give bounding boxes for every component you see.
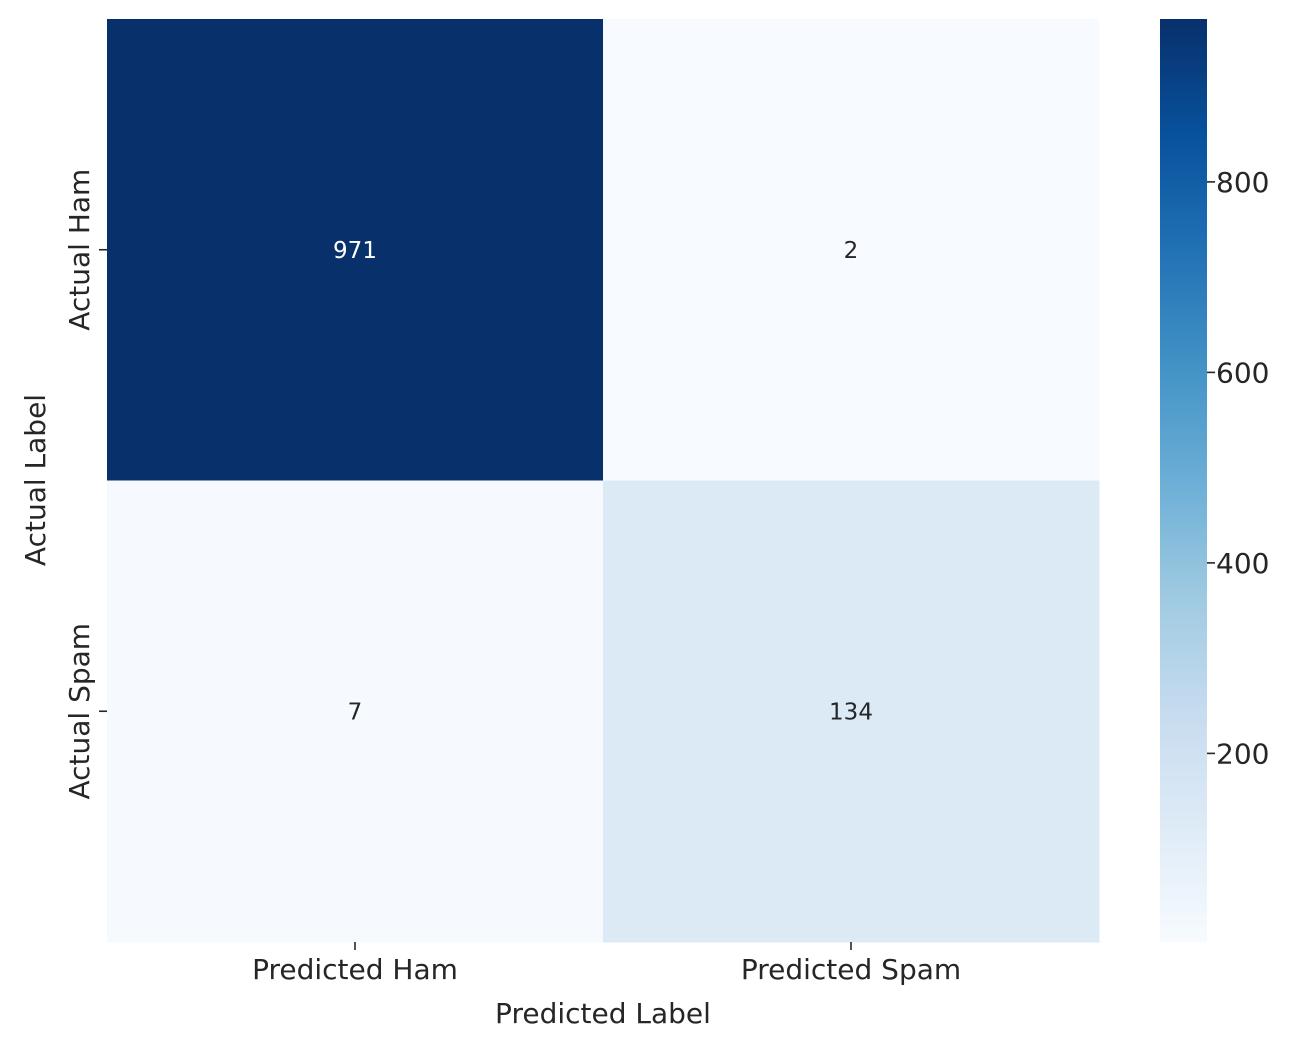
x-axis-title: Predicted Label — [495, 997, 711, 1030]
x-tick-label: Predicted Ham — [252, 953, 458, 986]
heatmap-cell — [603, 480, 1100, 943]
x-tick-label: Predicted Spam — [741, 953, 961, 986]
x-axis-ticks: Predicted Ham Predicted Spam — [252, 942, 961, 986]
y-axis-title: Actual Label — [19, 394, 52, 566]
heatmap-cell — [603, 19, 1100, 481]
y-tick-label: Actual Ham — [63, 169, 96, 331]
colorbar-ticks: 200 400 600 800 — [1207, 166, 1269, 770]
y-axis-ticks: Actual Ham Actual Spam — [63, 169, 107, 800]
heatmap-cell — [107, 19, 604, 481]
colorbar-tick-label: 200 — [1216, 737, 1269, 770]
cell-annotations: 971 2 7 134 — [333, 238, 873, 726]
heatmap-cells — [107, 19, 1100, 943]
cell-value-label: 971 — [333, 238, 377, 264]
colorbar-gradient — [1160, 19, 1207, 942]
y-tick-label: Actual Spam — [63, 623, 96, 800]
heatmap-cell — [107, 480, 604, 943]
colorbar-tick-label: 400 — [1216, 547, 1269, 580]
cell-value-label: 7 — [348, 699, 363, 725]
colorbar-tick-label: 800 — [1216, 166, 1269, 199]
cell-value-label: 134 — [829, 699, 873, 725]
colorbar: 200 400 600 800 — [1160, 19, 1269, 942]
cell-value-label: 2 — [844, 238, 859, 264]
colorbar-tick-label: 600 — [1216, 356, 1269, 389]
